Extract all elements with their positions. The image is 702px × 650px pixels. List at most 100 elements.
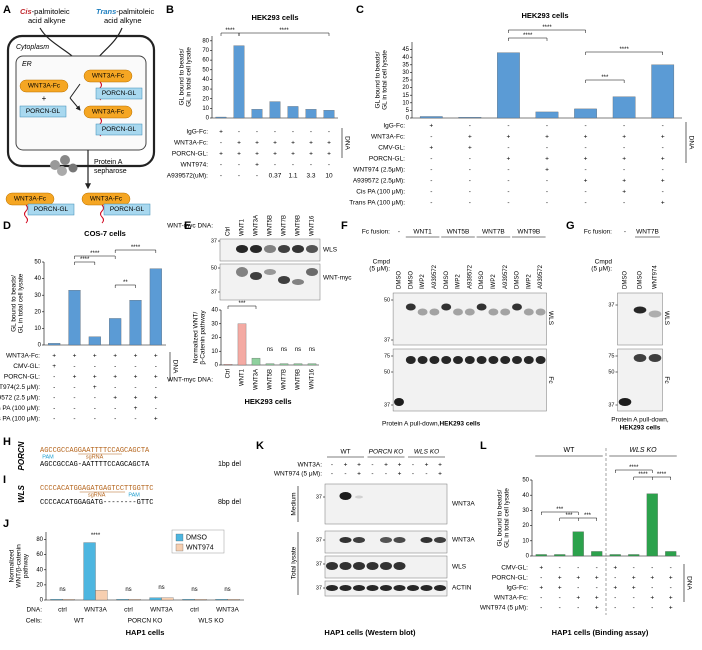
blot-band [326,562,338,570]
row-cell: - [469,167,471,174]
row-cell: - [220,173,222,180]
y-tick-label: 60 [202,58,209,64]
blot [324,483,448,525]
row-cell: - [220,162,222,169]
label: acid alkyne [28,16,66,25]
label: DMSO [444,271,450,289]
row-cell: + [661,178,665,185]
label: Medium [291,492,298,515]
blot-band [476,356,487,364]
label: Ctrl [226,227,232,236]
bar [265,363,275,366]
bar [305,109,317,119]
row-cell: - [53,395,55,402]
row-cell: - [310,129,312,136]
sig-label: **** [131,245,141,251]
row-cell: - [662,123,664,130]
blot-band [434,585,446,591]
blot-band [353,537,365,543]
row-cell: + [273,140,277,147]
label: Cytoplasm [16,44,49,51]
blot-band [488,308,499,316]
blot [617,292,663,346]
row-cell: - [94,416,96,423]
row-cell: + [273,151,277,158]
marker-label: 75 [608,353,614,359]
blot-label: WNT3A [452,537,475,544]
row-cell: + [52,353,56,360]
row-cell: - [430,167,432,174]
label: - [371,462,373,469]
row-cell: - [53,384,55,391]
label: WT [340,449,350,456]
blot-band [292,245,304,253]
row-cell: - [328,129,330,136]
row-cell: - [430,189,432,196]
row-cell: + [613,585,617,592]
label: + [357,462,361,469]
label: sepharose [94,168,127,175]
blot-band [500,356,511,364]
row-cell: - [596,585,598,592]
caption: HAP1 cells [126,628,165,637]
sig-label: *** [556,507,564,513]
sig-label: **** [279,28,289,34]
sig-label: *** [565,513,573,519]
row-cell: - [114,384,116,391]
row-cell: - [507,178,509,185]
bar [215,599,228,601]
legend-swatch [175,543,184,552]
y-tick-label: 10 [522,538,529,544]
y-axis-label: β-Catenin pathway [200,310,207,365]
row-cell: + [669,605,673,612]
row-cell: - [238,162,240,169]
row-cell: + [595,575,599,582]
row-cell: - [623,145,625,152]
row-cell: - [328,162,330,169]
label: ctrl [190,607,199,614]
blot-band [464,308,475,316]
row-cell: 0.37 [269,173,282,180]
row-cell: - [73,405,75,412]
row-cell: + [468,145,472,152]
y-tick-label: 20 [211,335,218,341]
row-cell: + [661,200,665,207]
y-tick-label: 45 [402,47,409,53]
label: WNT3A-Fc [92,109,125,116]
label: (5 μM): [369,266,390,273]
label: (5 μM): [591,266,612,273]
label: WNT7B [482,229,505,236]
label: Cells: [26,618,42,625]
row-cell: + [622,156,626,163]
label: WNT16 [310,215,316,236]
porcn-protein [27,203,75,216]
label: WNT9B [296,215,302,236]
row-cell: + [219,129,223,136]
sig-bracket [585,79,625,83]
y-tick-label: 40 [402,55,409,61]
label: DMSO [638,271,644,289]
label: Ctrl [226,369,232,378]
y-tick-label: 20 [36,582,43,588]
label: WLS [17,484,26,502]
sig-label: **** [80,257,90,263]
legend-label: WNT974 [186,544,214,551]
sig-bracket [652,476,671,480]
row-cell: + [558,575,562,582]
blot-band [535,356,546,364]
row-cell: + [93,374,97,381]
sig-bracket [227,305,257,309]
blot-band [339,585,352,591]
y-axis-label: GL bound to beads/ [497,489,504,546]
sig-label: *** [584,513,592,519]
row-cell: + [154,395,158,402]
sig-label: **** [638,472,648,478]
y-axis-label: pathway [23,553,30,578]
label: DMSO [408,271,414,289]
marker-label: 37 [384,402,390,408]
row-cell: - [507,189,509,196]
label: HEK293 cells [244,397,291,406]
row-cell: + [468,134,472,141]
y-tick-label: 10 [402,100,409,106]
row-cell: - [623,167,625,174]
